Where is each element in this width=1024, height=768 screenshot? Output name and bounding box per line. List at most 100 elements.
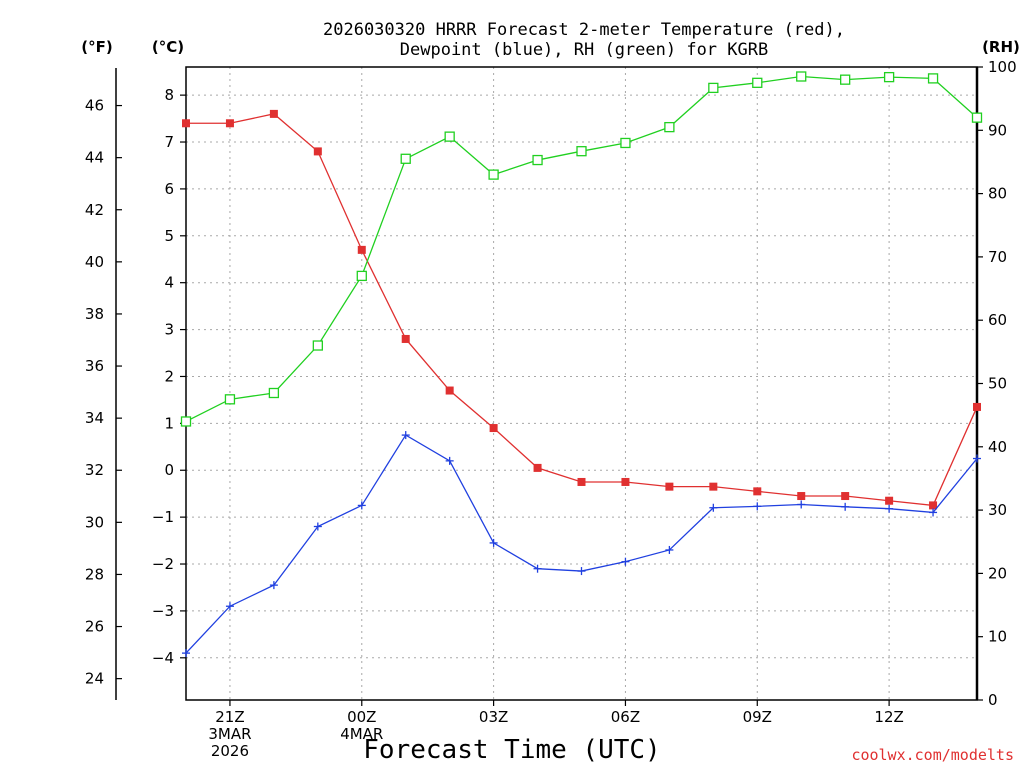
celsius-tick-label: 8	[164, 86, 174, 104]
dewpoint-point	[753, 502, 762, 511]
dewpoint-point	[269, 581, 278, 590]
rh-point	[840, 74, 851, 85]
fahrenheit-tick-label: 24	[85, 670, 104, 688]
tick-labels: −4−3−2−101234567824262830323436384042444…	[85, 58, 1017, 760]
rh-tick-label: 60	[988, 311, 1007, 329]
x-tick-label: 09Z	[743, 708, 772, 726]
temperature-point	[182, 119, 190, 128]
x-tick-label: 21Z	[215, 708, 244, 726]
temperature-point	[929, 501, 938, 510]
series-line-dewpoint	[185, 434, 978, 654]
rh-point	[224, 394, 236, 405]
rh-point	[356, 270, 367, 282]
x-tick-label: 2026	[211, 742, 249, 760]
rh-tick-label: 0	[988, 691, 998, 709]
fahrenheit-tick-label: 42	[85, 201, 104, 219]
dewpoint-point	[621, 557, 630, 566]
temperature-point	[269, 109, 278, 118]
celsius-tick-label: 7	[164, 133, 174, 151]
fahrenheit-tick-label: 40	[85, 253, 104, 271]
fahrenheit-tick-label: 34	[85, 409, 104, 427]
grid-lines	[186, 67, 977, 700]
fahrenheit-tick-label: 28	[85, 565, 104, 583]
temperature-point	[401, 334, 410, 343]
rh-unit-label: (RH)	[982, 38, 1020, 56]
rh-point	[312, 340, 323, 351]
celsius-tick-label: −4	[152, 649, 174, 667]
temperature-point	[797, 492, 806, 501]
temperature-point	[621, 477, 630, 486]
temperature-point	[357, 245, 366, 254]
celsius-tick-label: −1	[152, 508, 174, 526]
celsius-tick-label: 5	[164, 227, 174, 245]
x-tick-label: 4MAR	[340, 725, 383, 743]
rh-point	[532, 154, 543, 166]
rh-point	[664, 121, 675, 133]
rh-point	[268, 387, 280, 399]
rh-tick-label: 20	[988, 564, 1007, 582]
rh-point	[752, 77, 763, 88]
dewpoint-point	[577, 567, 586, 576]
temperature-point	[973, 402, 981, 411]
celsius-unit-label: (°C)	[152, 38, 184, 56]
celsius-tick-label: 3	[164, 321, 174, 339]
rh-point	[180, 416, 192, 427]
celsius-tick-label: 6	[164, 180, 174, 198]
rh-point	[488, 169, 499, 180]
rh-point	[927, 73, 939, 84]
x-tick-label: 06Z	[611, 708, 640, 726]
rh-point	[620, 137, 631, 149]
x-tick-label: 03Z	[479, 708, 508, 726]
dewpoint-point	[709, 503, 718, 512]
fahrenheit-tick-label: 36	[85, 357, 104, 375]
rh-point	[400, 153, 411, 164]
rh-tick-label: 90	[988, 121, 1007, 139]
temperature-point	[533, 463, 542, 472]
temperature-point	[489, 424, 498, 433]
celsius-tick-label: −2	[152, 555, 174, 573]
rh-point	[576, 146, 587, 157]
rh-tick-label: 70	[988, 248, 1007, 266]
celsius-tick-label: −3	[152, 602, 174, 620]
series-line-rh	[185, 75, 978, 423]
rh-point	[971, 112, 983, 123]
rh-point	[883, 71, 895, 83]
temperature-point	[445, 386, 454, 395]
credit-text: coolwx.com/modelts	[851, 746, 1014, 764]
temperature-point	[313, 147, 322, 156]
rh-tick-label: 80	[988, 185, 1007, 203]
celsius-tick-label: 0	[164, 461, 174, 479]
x-tick-label: 00Z	[347, 708, 376, 726]
series-dewpoint	[182, 431, 981, 658]
celsius-tick-label: 1	[164, 414, 174, 432]
rh-point	[796, 71, 807, 82]
dewpoint-point	[357, 501, 366, 510]
dewpoint-point	[841, 502, 850, 511]
dewpoint-point	[489, 538, 498, 547]
temperature-point	[665, 482, 674, 491]
x-tick-label: 3MAR	[208, 725, 251, 743]
dewpoint-point	[665, 545, 674, 554]
rh-tick-label: 10	[988, 628, 1007, 646]
series-rh	[180, 71, 983, 427]
dewpoint-point	[797, 500, 806, 509]
rh-point	[708, 82, 719, 94]
dewpoint-point	[182, 649, 190, 658]
fahrenheit-tick-label: 32	[85, 461, 104, 479]
fahrenheit-tick-label: 30	[85, 513, 104, 531]
temperature-point	[885, 496, 894, 505]
fahrenheit-tick-label: 44	[85, 149, 104, 167]
fahrenheit-tick-label: 46	[85, 97, 104, 115]
dewpoint-point	[445, 456, 454, 465]
x-axis-label: Forecast Time (UTC)	[363, 735, 660, 765]
dewpoint-point	[973, 454, 981, 463]
temperature-point	[753, 487, 762, 496]
dewpoint-point	[929, 508, 938, 517]
x-tick-label: 12Z	[874, 708, 903, 726]
rh-tick-label: 40	[988, 438, 1007, 456]
series-layer	[180, 71, 983, 658]
fahrenheit-tick-label: 38	[85, 305, 104, 323]
dewpoint-point	[225, 602, 234, 611]
temperature-point	[577, 477, 586, 486]
